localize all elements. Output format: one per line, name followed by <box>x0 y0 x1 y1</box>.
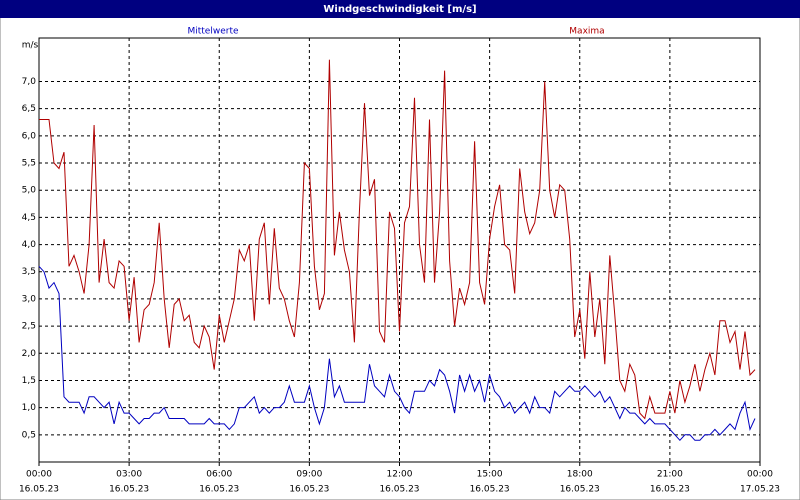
x-tick-label: 00:00 <box>747 470 773 480</box>
x-tick-label: 03:00 <box>116 470 142 480</box>
x-tick-date: 16.05.23 <box>109 485 149 495</box>
x-tick-date: 16.05.23 <box>19 485 59 495</box>
y-tick-label: 7,0 <box>22 77 37 87</box>
x-tick-date: 16.05.23 <box>199 485 239 495</box>
data-line <box>39 59 756 420</box>
chart-title: Windgeschwindigkeit [m/s] <box>323 4 476 15</box>
y-tick-label: 1,5 <box>22 376 36 386</box>
y-tick-label: 3,5 <box>22 267 36 277</box>
data-line <box>38 265 756 442</box>
y-tick-label: 6,0 <box>22 131 37 141</box>
x-tick-label: 12:00 <box>387 470 413 480</box>
x-tick-date: 16.05.23 <box>289 485 329 495</box>
legend-label: Mittelwerte <box>187 27 238 37</box>
y-tick-label: 6,5 <box>22 104 36 114</box>
x-tick-date: 17.05.23 <box>740 485 780 495</box>
y-tick-label: 5,0 <box>22 186 37 196</box>
y-tick-label: 3,0 <box>22 294 37 304</box>
x-tick-date: 16.05.23 <box>379 485 419 495</box>
x-tick-date: 16.05.23 <box>650 485 690 495</box>
legend-label: Maxima <box>569 27 604 37</box>
y-tick-label: 2,0 <box>22 349 37 359</box>
y-tick-label: 2,5 <box>22 322 36 332</box>
x-tick-label: 18:00 <box>567 470 593 480</box>
y-tick-label: 5,5 <box>22 159 36 169</box>
y-tick-label: 4,0 <box>22 240 37 250</box>
x-tick-label: 15:00 <box>477 470 503 480</box>
y-tick-label: 1,0 <box>22 403 37 413</box>
title-bar <box>0 0 800 18</box>
x-tick-label: 06:00 <box>206 470 232 480</box>
x-tick-label: 00:00 <box>26 470 52 480</box>
x-tick-date: 16.05.23 <box>470 485 510 495</box>
x-tick-label: 09:00 <box>296 470 322 480</box>
y-tick-label: 4,5 <box>22 213 36 223</box>
y-tick-label: 0,5 <box>22 430 36 440</box>
y-axis-label: m/s <box>22 41 39 51</box>
plot-frame <box>38 37 761 463</box>
x-tick-date: 16.05.23 <box>560 485 600 495</box>
x-tick-label: 21:00 <box>657 470 683 480</box>
